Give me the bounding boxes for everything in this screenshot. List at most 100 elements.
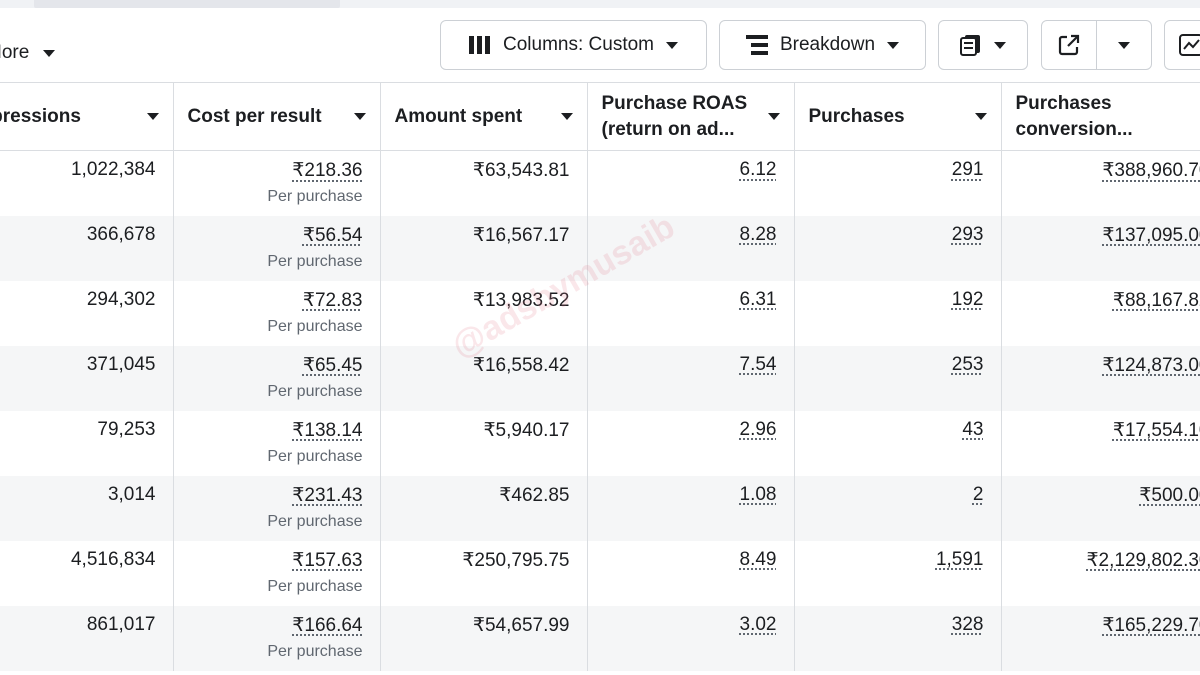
header-cost-per-result[interactable]: Cost per result: [173, 82, 381, 151]
cell-value[interactable]: 8.49: [739, 548, 777, 570]
cell-value[interactable]: 6.31: [739, 288, 777, 310]
export-button[interactable]: [1042, 21, 1097, 69]
cell-value[interactable]: ₹88,167.82: [1112, 289, 1200, 311]
breakdown-label: Breakdown: [779, 34, 876, 55]
table-row: 4,516,834 ₹157.63 Per purchase ₹250,795.75 8…: [0, 540, 1200, 606]
cell-value[interactable]: ₹165,229.70: [1102, 614, 1200, 636]
header-purchases[interactable]: Purchases: [794, 82, 1002, 151]
cell-cost-per-result: ₹231.43 Per purchase: [173, 475, 381, 541]
cell-value: 366,678: [86, 223, 156, 245]
table-row: 3,014 ₹231.43 Per purchase ₹462.85 1.08 2 ₹500…: [0, 475, 1200, 541]
cell-value[interactable]: ₹166.64: [292, 614, 363, 636]
cell-value[interactable]: 8.28: [739, 223, 777, 245]
columns-icon: [469, 36, 490, 54]
performance-table-container: Impressions Cost per result Amount spent: [0, 82, 1200, 675]
cell-value[interactable]: 7.54: [739, 353, 777, 375]
cell-purchases: 293: [794, 215, 1002, 281]
header-purchases-conversion[interactable]: Purchases conversion...: [1001, 82, 1200, 151]
cell-value[interactable]: 2.96: [739, 418, 777, 440]
sort-caret-icon[interactable]: [560, 113, 573, 120]
result-type-label: Per purchase: [267, 188, 363, 205]
cell-value[interactable]: 192: [951, 288, 984, 310]
header-purchase-roas[interactable]: Purchase ROAS (return on ad...: [587, 82, 795, 151]
cell-value[interactable]: 291: [951, 159, 984, 180]
top-strip: [0, 0, 1200, 8]
cell-value: 371,045: [86, 353, 156, 375]
cell-value[interactable]: ₹388,960.70: [1102, 160, 1200, 181]
header-impressions[interactable]: Impressions: [0, 82, 174, 151]
cell-value[interactable]: ₹124,873.00: [1102, 354, 1200, 376]
cell-value[interactable]: ₹231.43: [292, 484, 363, 506]
cell-value: ₹63,543.81: [472, 160, 570, 181]
cell-value[interactable]: ₹218.36: [292, 160, 363, 181]
chevron-down-icon: [1117, 41, 1130, 49]
cell-value[interactable]: 6.12: [739, 159, 777, 180]
table-row: 79,253 ₹138.14 Per purchase ₹5,940.17 2.96 43…: [0, 410, 1200, 476]
cell-value[interactable]: ₹500.00: [1139, 484, 1200, 506]
cell-value: 294,302: [86, 288, 156, 310]
cell-amount-spent: ₹462.85: [380, 475, 588, 541]
cell-value[interactable]: ₹2,129,802.30: [1086, 549, 1200, 571]
cell-value[interactable]: 328: [951, 613, 984, 635]
result-type-label: Per purchase: [267, 252, 363, 270]
more-label: More: [0, 42, 30, 63]
cell-purchases-conversion: ₹500.00: [1001, 475, 1200, 541]
table-row: 294,302 ₹72.83 Per purchase ₹13,983.52 6.31 1…: [0, 280, 1200, 346]
sort-caret-icon[interactable]: [353, 113, 366, 120]
result-type-label: Per purchase: [267, 382, 363, 400]
cell-value: 1,022,384: [70, 159, 156, 180]
sort-caret-icon[interactable]: [146, 113, 159, 120]
export-icon: [1058, 34, 1079, 56]
more-button[interactable]: More: [0, 32, 56, 74]
cell-impressions: 366,678: [0, 215, 174, 281]
sort-caret-icon[interactable]: [974, 113, 987, 120]
chart-icon: [1179, 34, 1200, 56]
cell-value[interactable]: 43: [962, 418, 984, 440]
cell-value[interactable]: 1,591: [935, 548, 984, 570]
sort-caret-icon[interactable]: [767, 113, 780, 120]
cell-value: 3,014: [107, 483, 156, 505]
cell-value[interactable]: ₹138.14: [292, 419, 363, 441]
tab-edge: [34, 0, 340, 8]
cell-purchases-conversion: ₹124,873.00: [1001, 345, 1200, 411]
cell-value[interactable]: ₹137,095.00: [1102, 224, 1200, 246]
breakdown-button[interactable]: Breakdown: [719, 20, 926, 70]
cell-impressions: 4,516,834: [0, 540, 174, 606]
toolbar: More Columns: Custom Breakdown: [0, 8, 1200, 82]
chart-button[interactable]: [1164, 20, 1200, 70]
cell-value[interactable]: ₹157.63: [292, 549, 363, 571]
cell-value[interactable]: ₹17,554.10: [1112, 419, 1200, 441]
table-body: 1,022,384 ₹218.36 Per purchase ₹63,543.81 6.…: [0, 150, 1200, 671]
reports-button[interactable]: [938, 20, 1028, 70]
cell-value[interactable]: 1.08: [739, 483, 777, 505]
table-row: 371,045 ₹65.45 Per purchase ₹16,558.42 7.54 2…: [0, 345, 1200, 411]
cell-purchase-roas: 8.28: [587, 215, 795, 281]
result-type-label: Per purchase: [267, 512, 363, 530]
breakdown-icon: [745, 35, 768, 55]
table-row: 861,017 ₹166.64 Per purchase ₹54,657.99 3.02…: [0, 605, 1200, 671]
cell-purchases: 192: [794, 280, 1002, 346]
cell-purchases: 328: [794, 605, 1002, 671]
cell-value[interactable]: 253: [951, 353, 984, 375]
cell-amount-spent: ₹63,543.81: [380, 150, 588, 216]
cell-value[interactable]: 2: [972, 483, 984, 505]
cell-amount-spent: ₹250,795.75: [380, 540, 588, 606]
export-button-group: [1041, 20, 1152, 70]
cell-value[interactable]: ₹65.45: [302, 354, 363, 376]
cell-impressions: 3,014: [0, 475, 174, 541]
chevron-down-icon: [43, 49, 56, 57]
cell-value: ₹462.85: [499, 484, 570, 506]
cell-purchase-roas: 1.08: [587, 475, 795, 541]
cell-amount-spent: ₹13,983.52: [380, 280, 588, 346]
cell-value[interactable]: 293: [951, 223, 984, 245]
header-amount-spent[interactable]: Amount spent: [380, 82, 588, 151]
export-dropdown-button[interactable]: [1097, 21, 1152, 69]
cell-value[interactable]: ₹56.54: [302, 224, 363, 246]
cell-value[interactable]: ₹72.83: [302, 289, 363, 311]
cell-purchases-conversion: ₹165,229.70: [1001, 605, 1200, 671]
cell-purchase-roas: 6.12: [587, 150, 795, 216]
cell-cost-per-result: ₹72.83 Per purchase: [173, 280, 381, 346]
header-label: Purchases conversion...: [1015, 92, 1133, 140]
cell-value[interactable]: 3.02: [739, 613, 777, 635]
columns-button[interactable]: Columns: Custom: [440, 20, 707, 70]
